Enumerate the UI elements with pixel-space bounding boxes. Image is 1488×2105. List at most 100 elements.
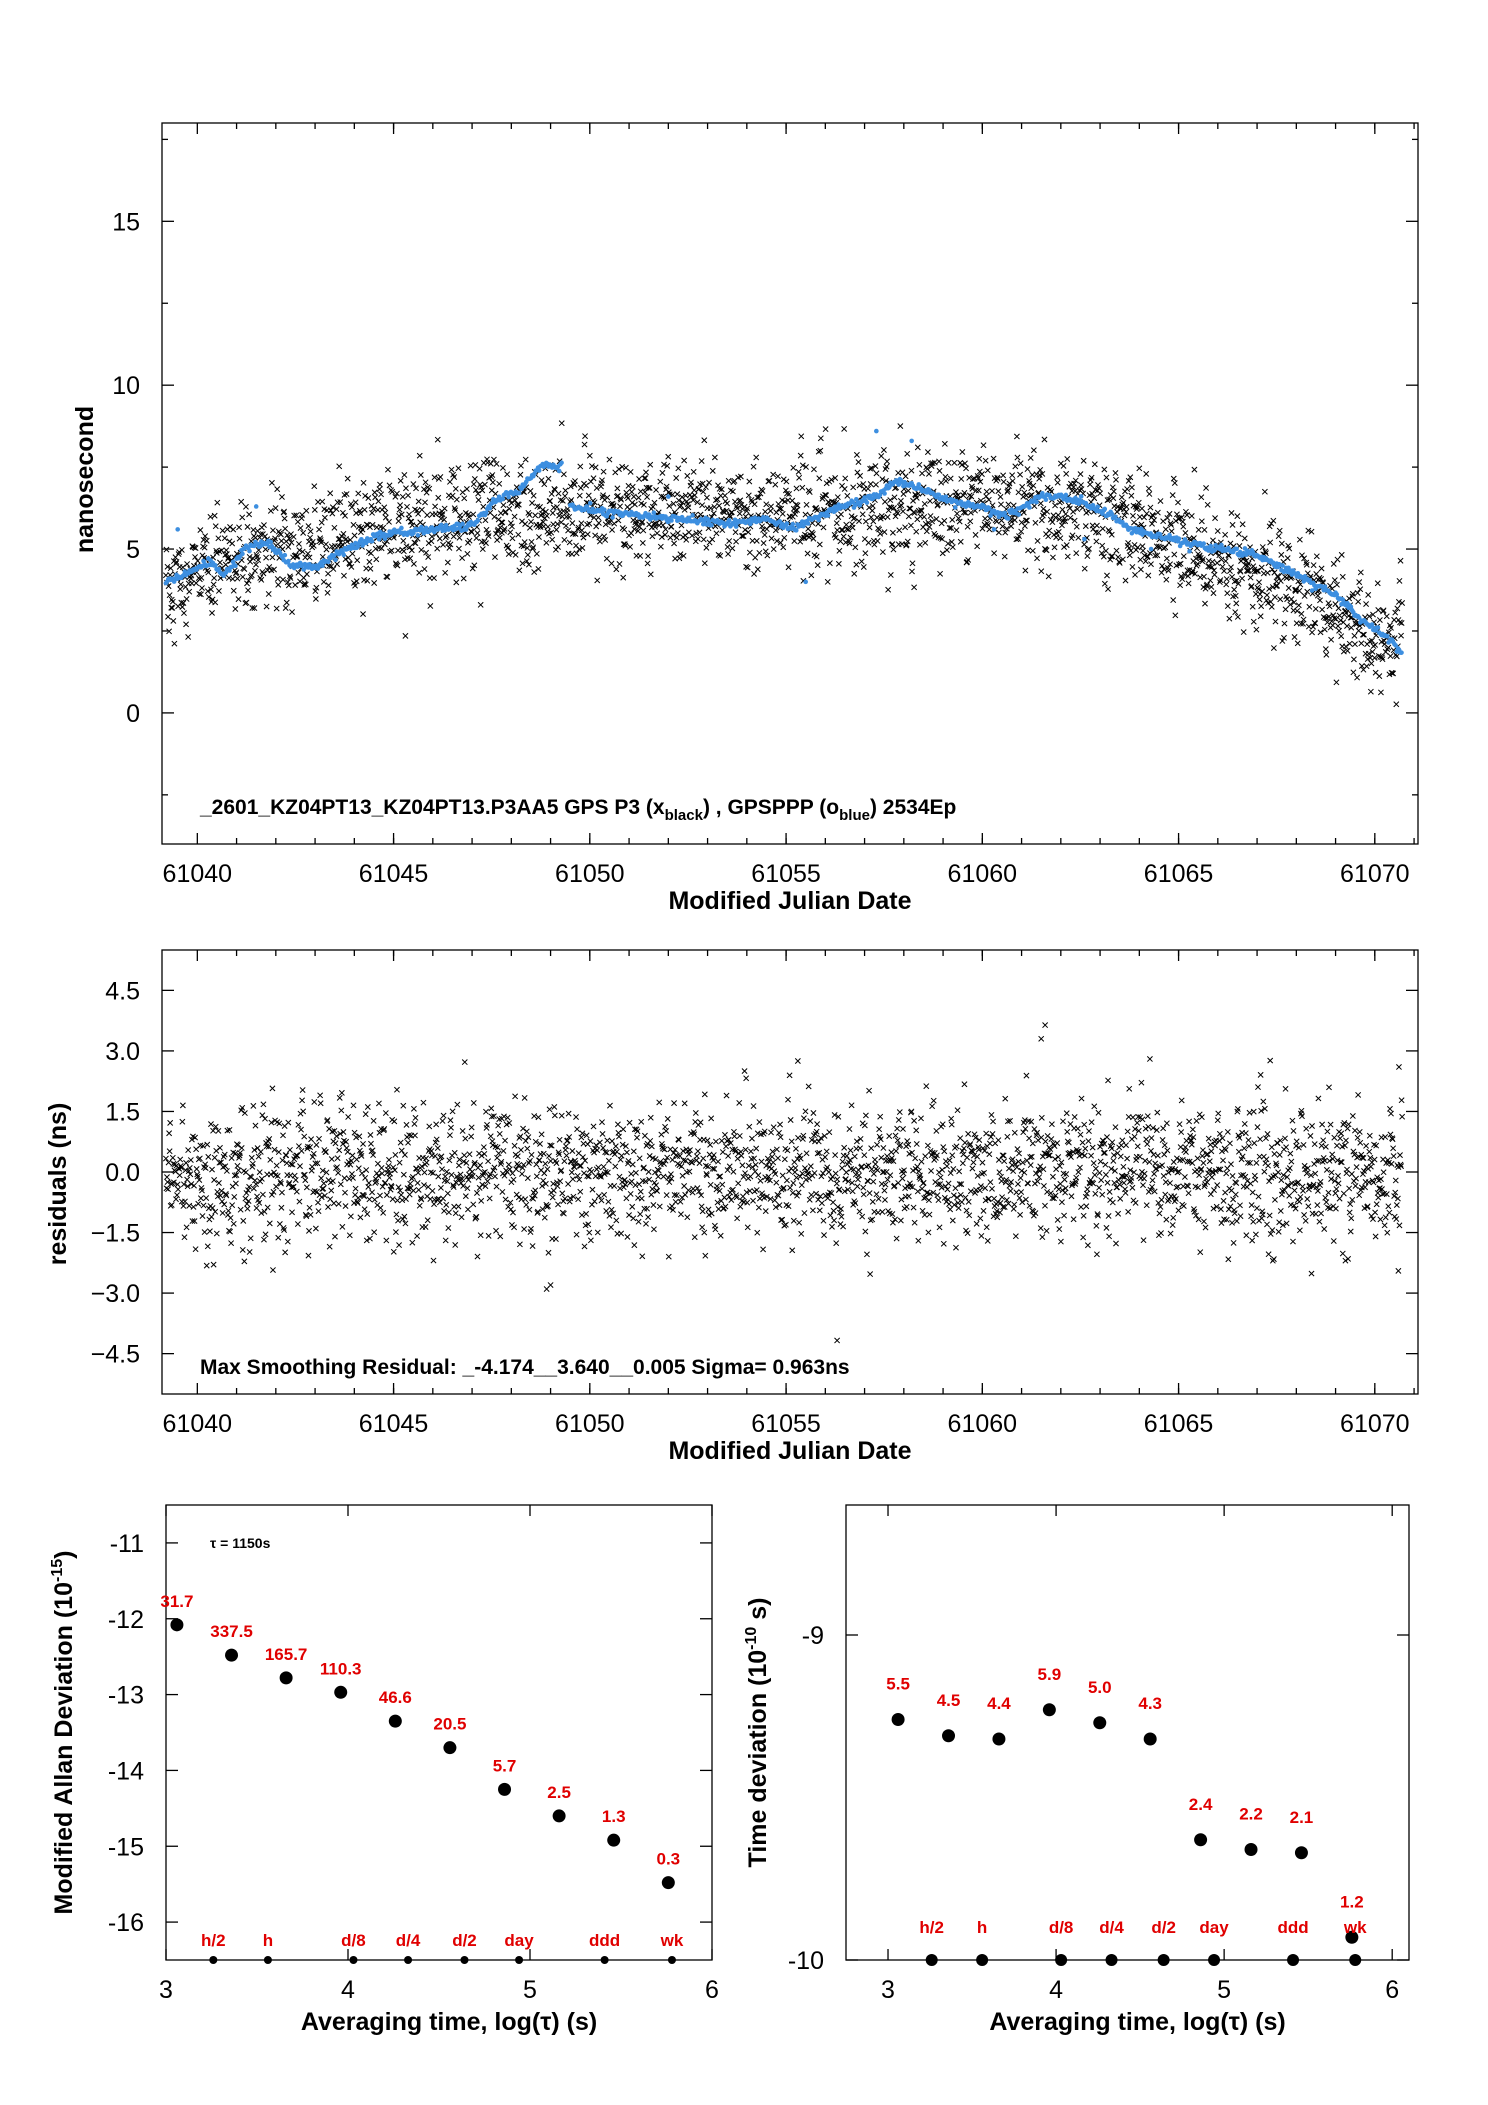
- phase-point-black: [1037, 500, 1044, 507]
- phase-point-black: [418, 506, 425, 513]
- phase-point-black: [1258, 564, 1265, 571]
- residual-point: [806, 1196, 813, 1203]
- residual-point: [262, 1231, 269, 1238]
- phase-point-black: [482, 517, 489, 524]
- phase-point-black: [475, 490, 481, 497]
- residual-point: [363, 1237, 370, 1244]
- phase-point-black: [978, 471, 985, 478]
- phase-point-black: [860, 564, 867, 570]
- phase-point-black: [841, 486, 848, 492]
- phase-point-black: [1229, 573, 1235, 580]
- residual-point: [811, 1170, 818, 1176]
- residual-point: [646, 1153, 653, 1159]
- phase-point-black: [1333, 679, 1340, 686]
- residual-point: [870, 1178, 877, 1185]
- phase-points: [162, 420, 1406, 708]
- residual-point: [280, 1224, 287, 1231]
- phase-point-black: [512, 551, 519, 558]
- phase-point-black: [1017, 471, 1024, 478]
- residual-point: [376, 1129, 383, 1136]
- phase-point-black: [381, 504, 388, 511]
- residual-point: [455, 1203, 462, 1210]
- phase-point-black: [600, 468, 607, 475]
- phase-point-black: [645, 485, 652, 491]
- residual-point: [618, 1230, 625, 1237]
- phase-point-black: [492, 490, 499, 497]
- phase-point-black: [469, 565, 476, 572]
- phase-point-black: [508, 523, 515, 530]
- phase-point-black: [278, 537, 285, 544]
- phase-point-black: [778, 505, 785, 512]
- phase-point-black: [331, 524, 338, 531]
- phase-point-black: [1357, 569, 1364, 576]
- residual-point: [517, 1133, 524, 1140]
- phase-point-black: [1026, 480, 1033, 487]
- residual-point: [512, 1093, 519, 1100]
- phase-point-black: [269, 554, 276, 561]
- phase-point-black: [729, 545, 736, 552]
- residual-point: [868, 1145, 875, 1152]
- phase-point-black: [483, 540, 489, 547]
- phase-point-black: [1184, 567, 1191, 574]
- residual-point: [498, 1158, 505, 1165]
- phase-point-black: [823, 492, 830, 499]
- residual-point: [866, 1087, 873, 1094]
- residual-point: [317, 1100, 324, 1107]
- phase-point-blue: [271, 546, 277, 551]
- phase-point-black: [876, 526, 883, 533]
- residual-point: [709, 1165, 716, 1172]
- phase-point-black: [300, 529, 307, 536]
- phase-point-black: [966, 474, 973, 481]
- phase-point-blue: [341, 552, 347, 558]
- phase-point-black: [1274, 582, 1281, 589]
- phase-point-black: [1305, 527, 1312, 534]
- phase-point-black: [516, 567, 523, 574]
- residual-point: [596, 1139, 603, 1146]
- residual-point: [525, 1134, 532, 1141]
- residual-point: [306, 1204, 313, 1211]
- residual-point: [808, 1191, 815, 1198]
- residual-point: [370, 1117, 377, 1124]
- phase-point-black: [1379, 656, 1386, 663]
- residual-point: [792, 1145, 799, 1152]
- phase-xtick-label: 61065: [1144, 860, 1214, 888]
- residual-point: [787, 1184, 794, 1191]
- phase-point-black: [1075, 534, 1082, 541]
- phase-point-black: [975, 487, 982, 494]
- phase-point-black: [802, 511, 809, 518]
- phase-point-blue: [1375, 625, 1381, 630]
- residual-point: [613, 1217, 620, 1224]
- residual-point: [382, 1179, 389, 1186]
- residual-point: [626, 1212, 632, 1219]
- phase-point-black: [1145, 572, 1152, 579]
- phase-point-black: [754, 494, 761, 501]
- residual-point: [631, 1242, 638, 1249]
- phase-point-black: [1356, 579, 1363, 586]
- residual-point: [262, 1115, 268, 1122]
- residual-point: [696, 1188, 702, 1195]
- residual-point: [621, 1176, 628, 1183]
- phase-point-black: [1128, 484, 1135, 491]
- phase-point-black: [795, 468, 802, 475]
- phase-point-black: [649, 503, 656, 510]
- phase-point-black: [1063, 470, 1070, 477]
- phase-point-blue: [320, 563, 325, 569]
- residual-point: [401, 1213, 408, 1220]
- phase-point-black: [1165, 567, 1172, 574]
- phase-point-black: [653, 487, 660, 493]
- residual-point: [405, 1139, 412, 1146]
- phase-point-black: [520, 543, 527, 550]
- residual-point: [466, 1151, 473, 1158]
- phase-point-black: [496, 480, 503, 487]
- phase-point-black: [658, 493, 665, 500]
- phase-point-black: [880, 447, 887, 453]
- phase-point-black: [640, 501, 647, 508]
- phase-point-black: [1079, 504, 1086, 511]
- phase-point-black: [1204, 581, 1211, 588]
- residual-point: [293, 1152, 300, 1159]
- residual-point: [746, 1187, 753, 1194]
- phase-point-black: [1321, 626, 1328, 633]
- phase-point-black: [1164, 514, 1171, 521]
- residual-point: [506, 1120, 513, 1126]
- residual-point: [645, 1214, 652, 1221]
